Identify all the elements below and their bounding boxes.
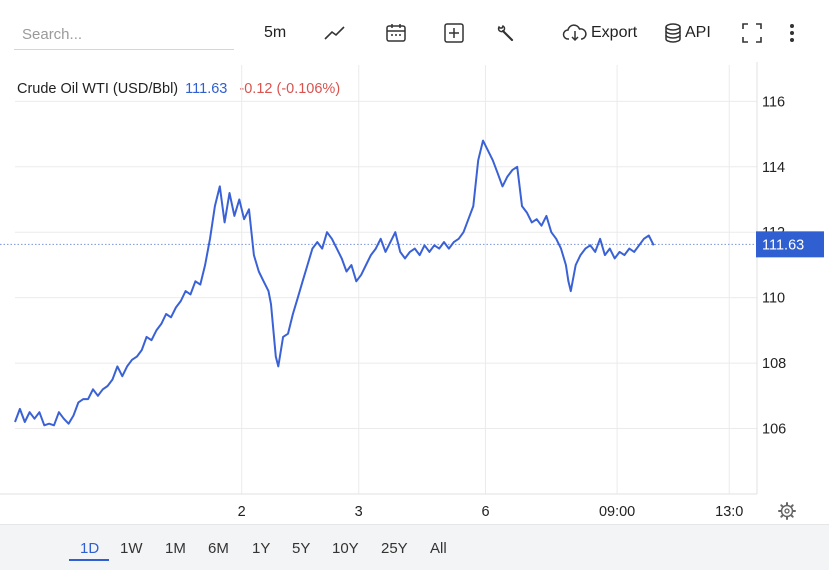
price-tag-label: 111.63 <box>762 237 804 253</box>
range-5y[interactable]: 5Y <box>292 540 311 557</box>
x-tick-label: 09:00 <box>599 504 635 520</box>
price-change: -0.12 (-0.106%) <box>239 81 341 97</box>
calendar-button[interactable] <box>385 20 407 46</box>
interval-label: 5m <box>264 24 287 41</box>
price-series-line <box>14 139 655 427</box>
active-range-underline <box>69 559 109 561</box>
range-1d[interactable]: 1D <box>80 540 100 557</box>
y-tick-label: 108 <box>762 356 786 372</box>
chart-legend: Crude Oil WTI (USD/Bbl) 111.63 -0.12 (-0… <box>17 81 340 97</box>
export-button[interactable]: Export <box>562 20 637 46</box>
x-tick-label: 3 <box>355 504 363 520</box>
add-indicator-button[interactable] <box>443 20 465 46</box>
interval-selector[interactable]: 5m <box>264 20 286 46</box>
chart-type-button[interactable] <box>323 20 347 46</box>
range-1m[interactable]: 1M <box>165 540 186 557</box>
range-10y[interactable]: 10Y <box>332 540 359 557</box>
plus-box-icon <box>444 23 464 43</box>
y-tick-label: 114 <box>762 160 785 176</box>
database-icon <box>665 23 681 43</box>
grid-lines <box>15 65 757 494</box>
range-6m[interactable]: 6M <box>208 540 229 557</box>
range-all[interactable]: All <box>430 540 447 557</box>
api-label: API <box>685 24 711 41</box>
export-label: Export <box>591 24 638 41</box>
y-tick-label: 106 <box>762 422 786 438</box>
more-vertical-icon <box>790 24 794 42</box>
y-tick-label: 110 <box>762 291 785 307</box>
axes <box>0 62 758 495</box>
fullscreen-button[interactable] <box>740 20 764 46</box>
calendar-icon <box>386 24 406 42</box>
api-button[interactable]: API <box>664 20 711 46</box>
y-tick-label: 116 <box>762 94 785 110</box>
price-tag <box>756 231 824 258</box>
x-tick-label: 2 <box>238 504 246 520</box>
more-options-button[interactable] <box>786 20 798 46</box>
x-tick-label: 6 <box>481 504 489 520</box>
wrench-icon <box>497 24 514 42</box>
range-25y[interactable]: 25Y <box>381 540 408 557</box>
instrument-name: Crude Oil WTI (USD/Bbl) <box>17 81 179 97</box>
fullscreen-icon <box>742 23 762 43</box>
range-selector-bar <box>0 524 829 570</box>
price-tag-layer: 111.63 <box>756 231 824 258</box>
search-input[interactable] <box>14 20 234 50</box>
toolbar: 5m Export <box>0 0 829 62</box>
settings-tool-button[interactable] <box>495 20 517 46</box>
cloud-download-icon <box>562 24 587 42</box>
gear-settings-button[interactable] <box>778 502 796 520</box>
range-1w[interactable]: 1W <box>120 540 143 557</box>
series-layer <box>0 139 757 427</box>
line-chart-icon <box>324 26 345 40</box>
x-tick-label: 13:0 <box>715 504 743 520</box>
range-1y[interactable]: 1Y <box>252 540 271 557</box>
last-price: 111.63 <box>185 81 228 97</box>
